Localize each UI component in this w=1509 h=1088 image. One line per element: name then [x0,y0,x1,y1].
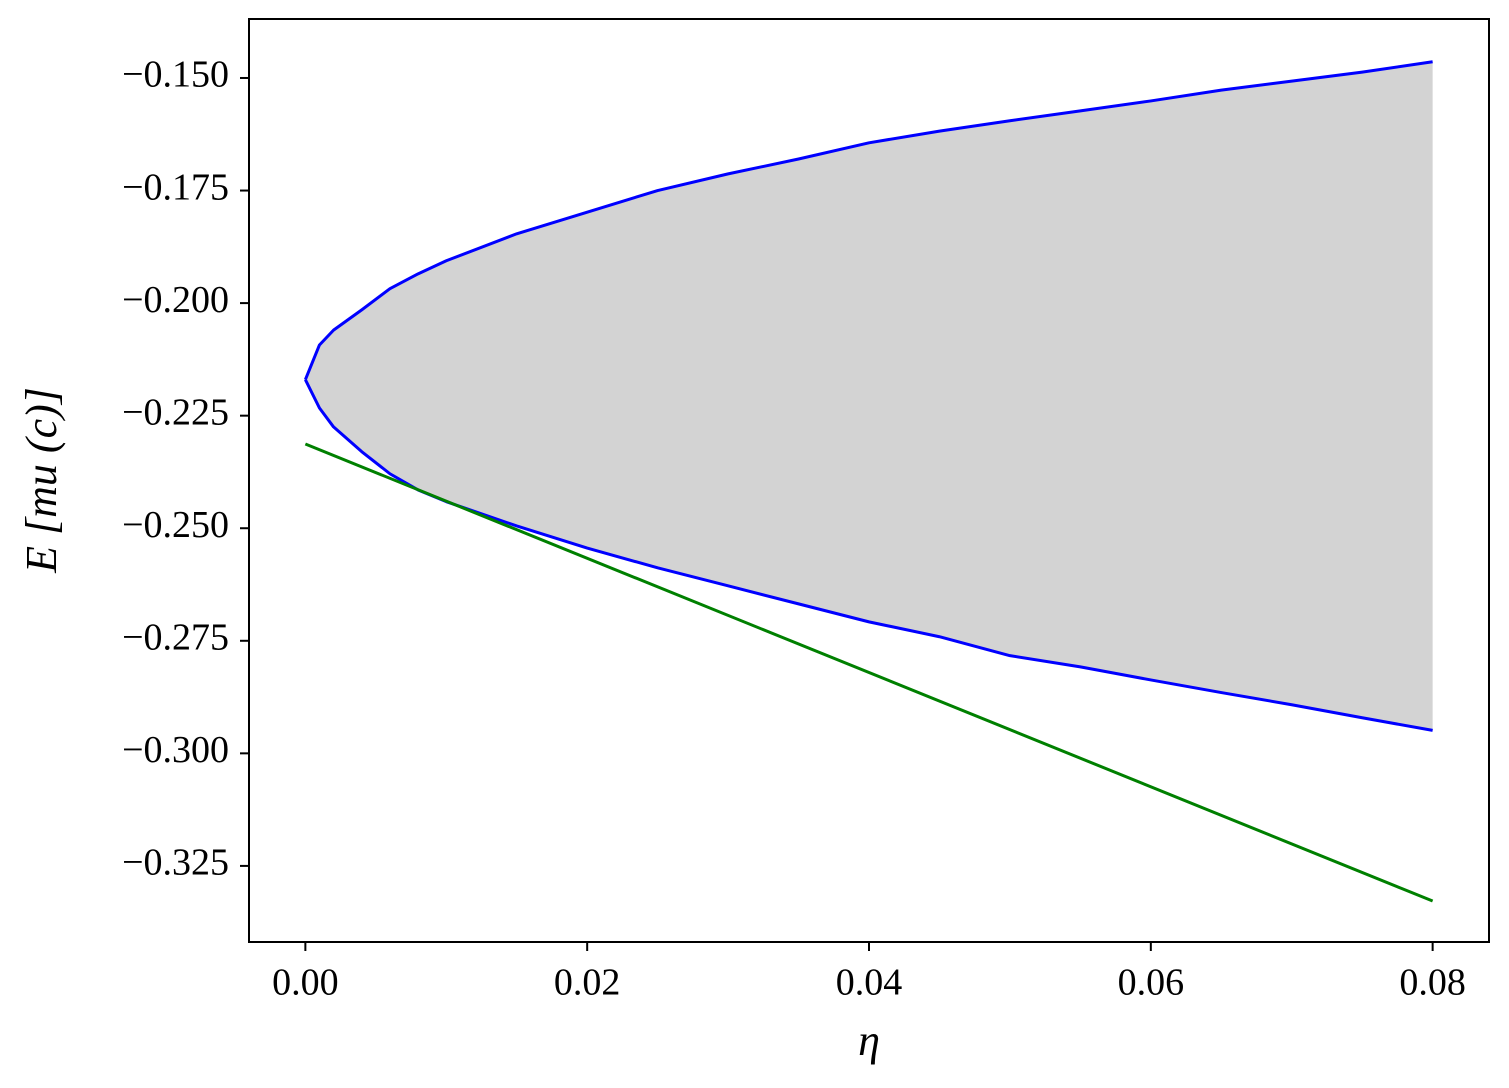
line [303,60,1433,381]
x-tick-label: 0.02 [554,962,621,1004]
line [304,378,1433,732]
x-axis-title: η [858,1016,880,1065]
y-tick-label: −0.275 [122,617,229,659]
x-tick-label: 0.08 [1399,962,1466,1004]
y-tick-label: −0.325 [122,842,229,884]
y-tick-label: −0.150 [122,54,229,96]
x-tick-label: 0.00 [272,962,339,1004]
y-axis-title: E [mu (c)] [17,387,66,574]
y-tick-label: −0.200 [122,279,229,321]
x-tick-label: 0.04 [836,962,903,1004]
line [304,442,1434,903]
fill-area [305,61,1433,731]
y-tick-label: −0.250 [122,504,229,546]
y-tick-label: −0.225 [122,391,229,433]
y-tick-label: −0.300 [122,729,229,771]
x-tick-label: 0.06 [1118,962,1185,1004]
y-tick-label: −0.175 [122,166,229,208]
